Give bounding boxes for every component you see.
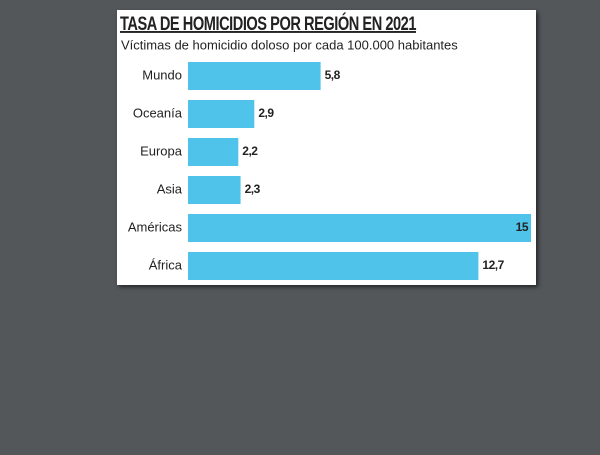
bar (188, 176, 241, 204)
bar (188, 252, 479, 280)
category-label: Europa (140, 143, 183, 158)
chart-title: TASA DE HOMICIDIOS POR REGIÓN EN 2021 (120, 13, 417, 35)
bar (188, 62, 321, 90)
category-label: Asia (157, 181, 183, 196)
category-label: África (149, 257, 183, 272)
value-label: 2,2 (242, 144, 258, 158)
bar (188, 138, 239, 166)
plot: Mundo 5,8 Oceanía 2,9 Europa 2,2 Asia 2,3 Améric… (128, 62, 531, 280)
bar (188, 214, 531, 242)
category-label: Oceanía (133, 105, 183, 120)
value-label: 2,9 (258, 106, 274, 120)
value-label: 5,8 (325, 68, 341, 82)
chart-subtitle: Víctimas de homicidio doloso por cada 10… (121, 37, 458, 52)
category-label: Américas (128, 219, 183, 234)
bar (188, 100, 255, 128)
value-label: 12,7 (482, 258, 504, 272)
value-label: 15 (516, 220, 529, 234)
value-label: 2,3 (245, 182, 261, 196)
category-label: Mundo (142, 67, 182, 82)
